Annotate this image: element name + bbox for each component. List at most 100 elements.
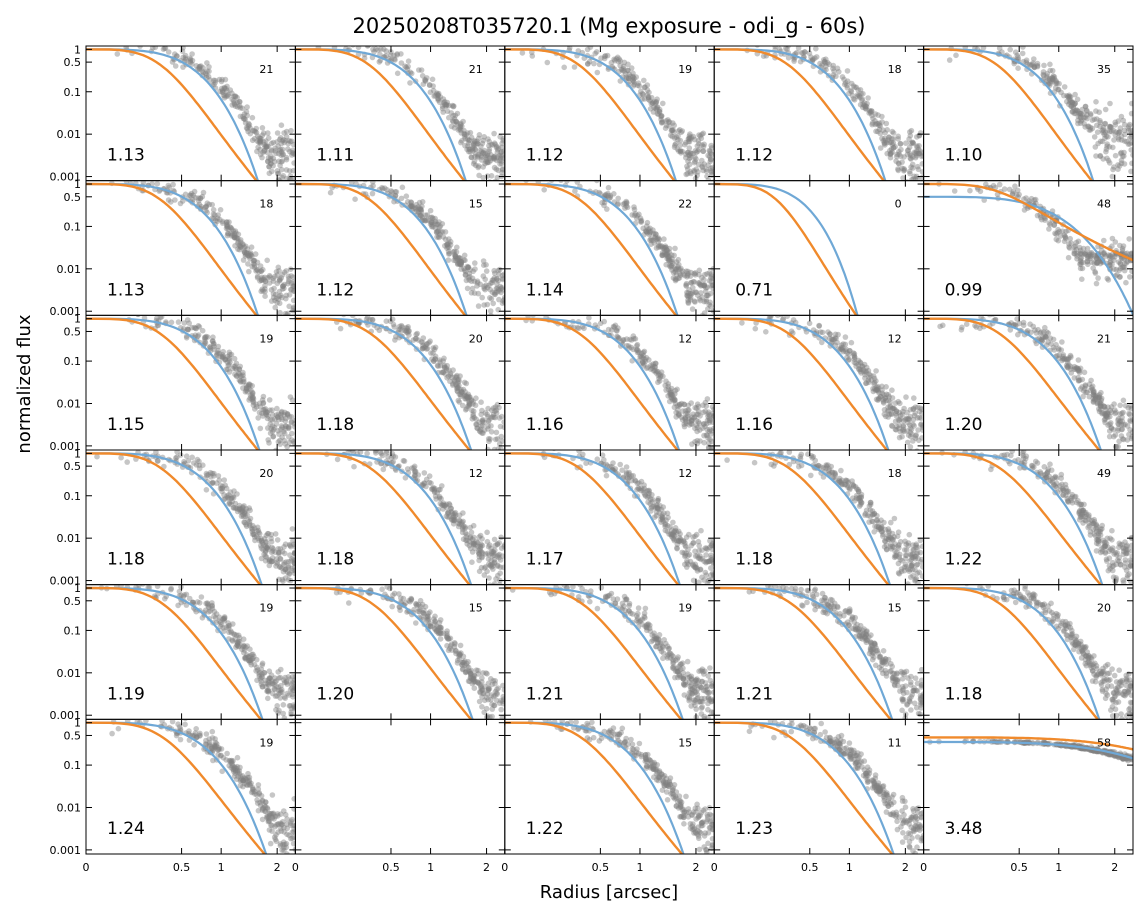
star-point xyxy=(290,305,296,312)
star-point xyxy=(493,429,500,436)
star-point xyxy=(1012,183,1018,189)
star-point xyxy=(254,267,261,274)
star-point xyxy=(279,137,286,144)
star-point xyxy=(412,336,419,342)
star-point xyxy=(892,144,898,150)
star-point xyxy=(240,257,247,263)
star-point xyxy=(1078,251,1085,257)
star-point xyxy=(1094,129,1101,135)
star-point xyxy=(666,253,673,260)
star-point xyxy=(1123,260,1130,266)
star-point xyxy=(635,348,642,354)
star-point xyxy=(485,423,491,429)
star-point xyxy=(695,161,702,168)
star-point xyxy=(451,377,458,383)
star-point xyxy=(1129,250,1133,257)
star-point xyxy=(286,570,293,577)
star-point xyxy=(282,423,289,429)
star-count-label: 20 xyxy=(469,332,483,345)
star-point xyxy=(244,250,250,257)
star-point xyxy=(689,441,695,447)
star-point xyxy=(420,344,427,351)
star-point xyxy=(189,454,195,461)
star-point xyxy=(229,226,235,232)
star-point xyxy=(118,454,124,461)
star-point xyxy=(285,191,291,197)
star-point xyxy=(442,229,449,235)
star-point xyxy=(282,460,288,466)
star-point xyxy=(685,270,691,277)
star-point xyxy=(432,92,439,99)
star-point xyxy=(489,277,496,284)
star-point xyxy=(426,479,433,486)
star-point xyxy=(1013,192,1020,198)
star-point xyxy=(222,356,229,363)
star-point xyxy=(649,100,656,106)
star-point xyxy=(1076,244,1083,251)
star-point xyxy=(1047,221,1053,228)
star-point xyxy=(705,162,711,168)
star-point xyxy=(476,428,483,434)
star-count-label: 22 xyxy=(678,198,692,211)
star-point xyxy=(455,261,461,268)
star-point xyxy=(234,240,241,246)
star-point xyxy=(424,341,430,347)
star-point xyxy=(249,114,256,121)
star-point xyxy=(706,419,713,426)
star-point xyxy=(575,48,582,54)
star-point xyxy=(1085,253,1091,260)
star-point xyxy=(641,84,648,91)
star-point xyxy=(257,151,264,158)
star-point xyxy=(453,381,459,388)
star-point xyxy=(475,290,482,297)
star-point xyxy=(224,366,231,373)
star-point xyxy=(860,101,866,108)
star-point xyxy=(248,244,255,250)
star-point xyxy=(627,73,634,80)
star-point xyxy=(468,397,475,403)
star-point xyxy=(494,316,500,322)
star-point xyxy=(263,138,269,144)
star-point xyxy=(1069,99,1075,106)
star-point xyxy=(235,370,242,377)
star-point xyxy=(686,422,693,428)
star-point xyxy=(698,290,704,296)
star-point xyxy=(1100,124,1107,131)
star-point xyxy=(681,423,688,430)
star-point xyxy=(687,131,693,137)
star-points xyxy=(936,181,1133,287)
star-point xyxy=(558,180,564,183)
star-point xyxy=(417,206,424,212)
star-point xyxy=(283,295,289,302)
star-point xyxy=(290,279,296,285)
star-point xyxy=(440,96,447,102)
star-point xyxy=(652,105,659,112)
star-point xyxy=(530,315,536,318)
star-point xyxy=(1068,370,1075,376)
star-point xyxy=(1103,253,1109,259)
star-point xyxy=(472,146,479,153)
star-point xyxy=(281,281,288,288)
star-point xyxy=(488,152,494,158)
star-point xyxy=(280,283,287,289)
star-point xyxy=(1047,80,1054,86)
star-point xyxy=(276,150,282,157)
star-point xyxy=(703,298,709,305)
panel-plot-area xyxy=(86,180,296,316)
star-point xyxy=(264,257,271,264)
star-point xyxy=(1028,62,1034,69)
star-point xyxy=(697,282,704,288)
star-point xyxy=(275,411,282,418)
star-point xyxy=(1111,164,1117,170)
star-point xyxy=(486,159,492,166)
star-point xyxy=(277,452,283,458)
star-point xyxy=(257,278,263,284)
star-point xyxy=(672,266,679,273)
star-point xyxy=(185,326,191,333)
star-point xyxy=(1078,110,1084,117)
star-point xyxy=(497,460,503,466)
star-point xyxy=(691,279,698,285)
star-point xyxy=(645,228,652,234)
star-point xyxy=(486,142,492,149)
star-point xyxy=(666,398,673,405)
